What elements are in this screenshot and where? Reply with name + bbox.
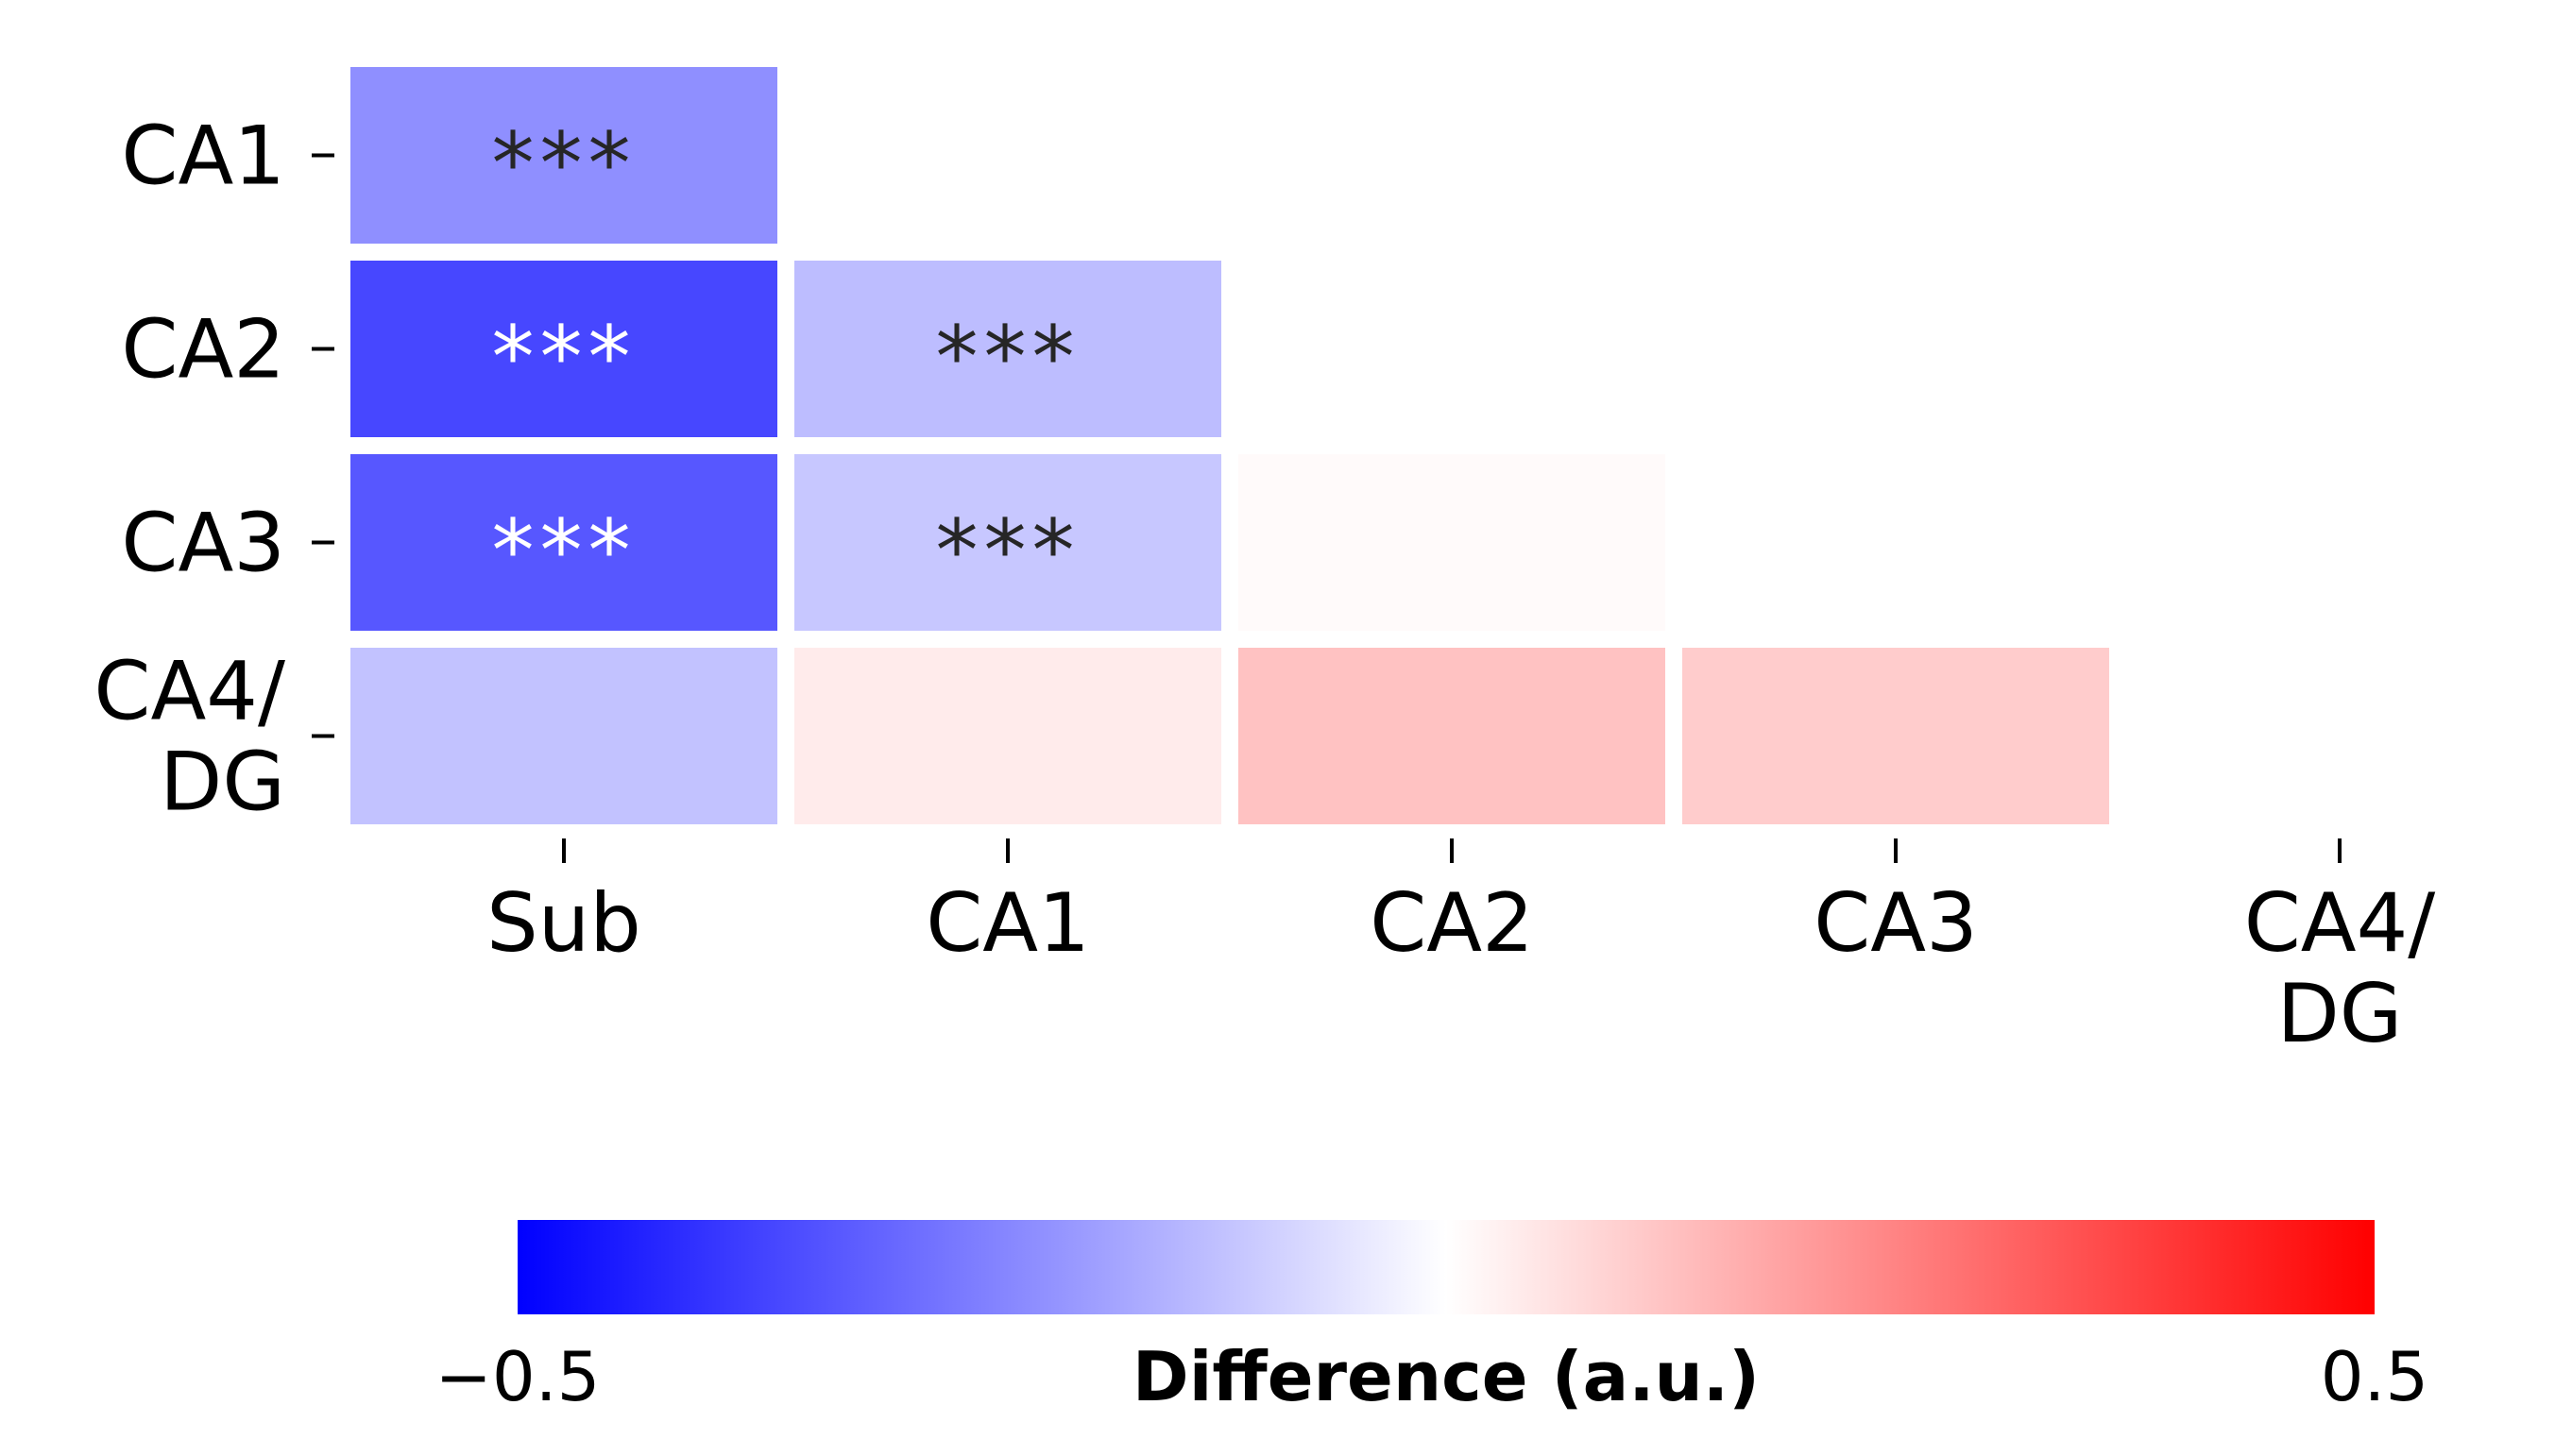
heatmap-cell [794, 648, 1221, 824]
x-tick-label: CA4/DG [2244, 876, 2436, 1061]
heatmap-cell [350, 454, 777, 631]
heatmap-annotations: *** *** *** *** *** [492, 115, 1081, 601]
y-tick-label: CA4/DG [94, 645, 285, 830]
heatmap-cell [2126, 67, 2553, 244]
significance-annotation: *** [492, 502, 637, 601]
x-tick-label: Sub [486, 876, 641, 971]
y-tick-label: CA2 [121, 303, 285, 398]
significance-annotation: *** [492, 115, 637, 214]
colorbar-min-label: −0.5 [435, 1337, 601, 1416]
heatmap-cell [2126, 454, 2553, 631]
heatmap-cell [350, 67, 777, 244]
heatmap-cell [1682, 261, 2109, 437]
heatmap-cells [350, 67, 2553, 824]
heatmap-cell [794, 454, 1221, 631]
x-tick-label: CA1 [926, 876, 1090, 971]
colorbar: −0.5 Difference (a.u.) 0.5 [435, 1220, 2429, 1416]
x-tick-label: CA3 [1814, 876, 1978, 971]
y-tick-label: CA1 [121, 110, 285, 204]
heatmap-cell [2126, 648, 2553, 824]
heatmap-cell [1238, 648, 1665, 824]
heatmap-cell [1238, 261, 1665, 437]
heatmap-cell [1682, 67, 2109, 244]
colorbar-title: Difference (a.u.) [1133, 1337, 1760, 1416]
heatmap-cell [1682, 648, 2109, 824]
y-axis: CA1 CA2 CA3 CA4/DG [94, 110, 334, 830]
heatmap-cell [1238, 67, 1665, 244]
significance-annotation: *** [936, 309, 1081, 408]
colorbar-gradient [518, 1220, 2375, 1314]
heatmap-cell [350, 261, 777, 437]
heatmap-cell [350, 648, 777, 824]
significance-annotation: *** [492, 309, 637, 408]
heatmap-cell [2126, 261, 2553, 437]
significance-annotation: *** [936, 502, 1081, 601]
heatmap-cell [1238, 454, 1665, 631]
colorbar-max-label: 0.5 [2321, 1337, 2429, 1416]
heatmap-cell [1682, 454, 2109, 631]
y-tick-label: CA3 [121, 497, 285, 591]
x-tick-label: CA2 [1370, 876, 1534, 971]
x-axis: Sub CA1 CA2 CA3 CA4/DG [486, 838, 2435, 1061]
heatmap-cell [794, 67, 1221, 244]
heatmap-cell [794, 261, 1221, 437]
